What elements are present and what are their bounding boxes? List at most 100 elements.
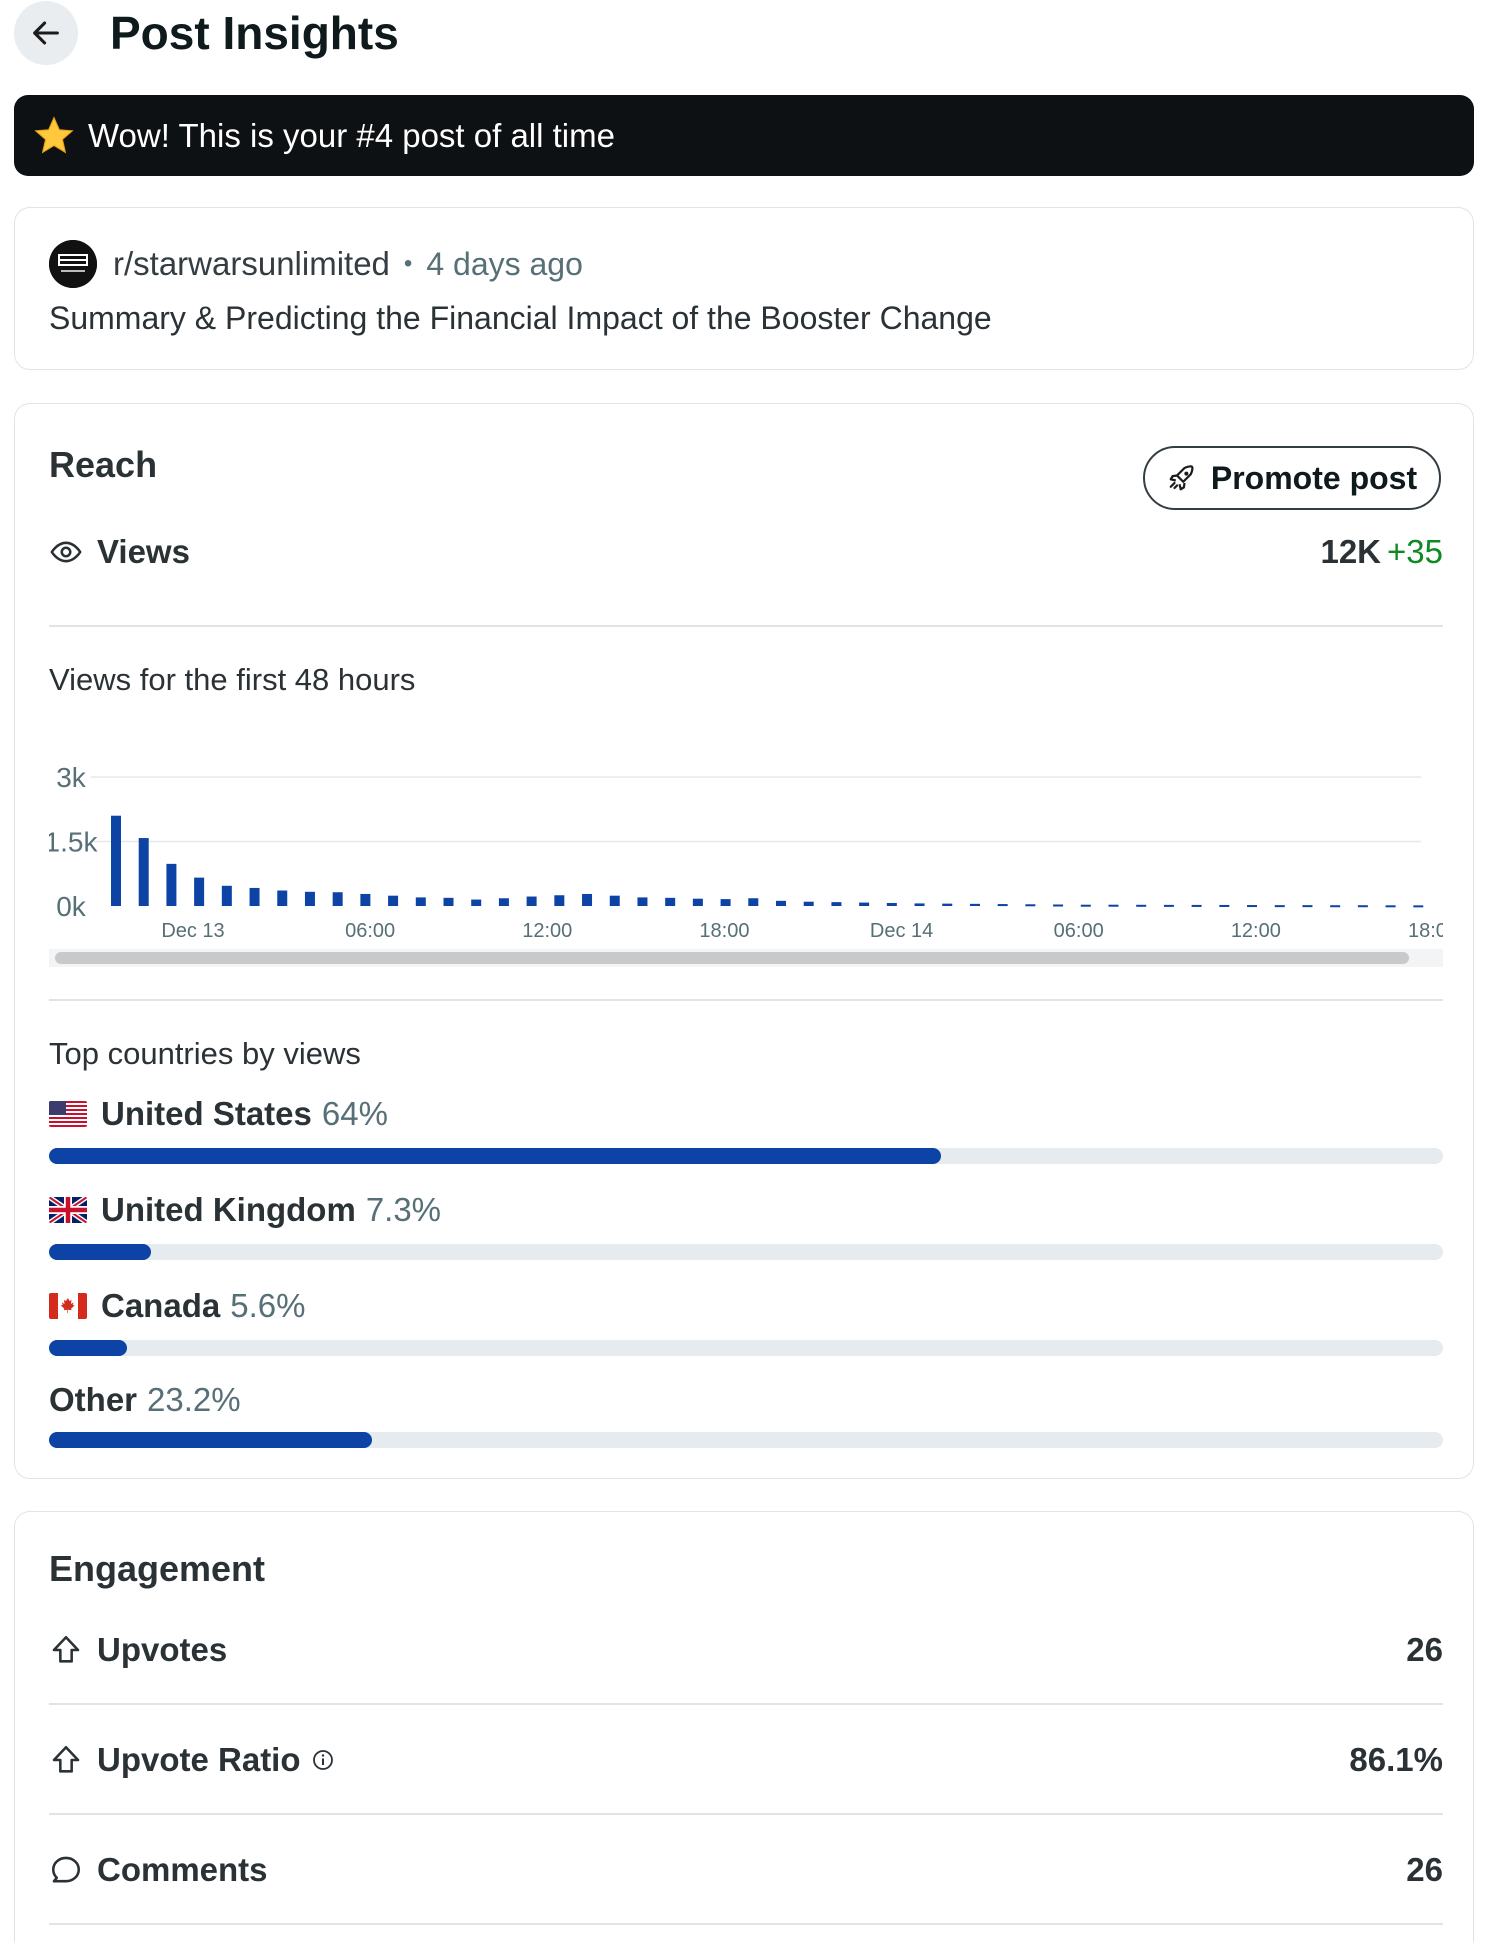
post-card[interactable]: r/starwarsunlimited • 4 days ago Summary… <box>14 207 1474 370</box>
header: Post Insights <box>14 0 1474 66</box>
chart-bar <box>1163 904 1174 907</box>
chart-bar <box>665 897 676 906</box>
country-bar <box>49 1340 1443 1356</box>
subreddit-name[interactable]: r/starwarsunlimited <box>113 245 390 282</box>
divider <box>49 1923 1443 1925</box>
country-bar <box>49 1432 1443 1448</box>
chart-bar <box>609 895 620 906</box>
chart-bar <box>249 887 260 906</box>
engagement-title: Engagement <box>49 1548 266 1589</box>
divider <box>49 1813 1443 1815</box>
post-time: 4 days ago <box>426 245 583 282</box>
country-row-other: Other 23.2% <box>49 1380 1443 1448</box>
meta-separator: • <box>403 250 413 277</box>
chart-y-tick-label: 0k <box>56 891 87 922</box>
chart-bar <box>332 892 343 906</box>
chart-bar <box>498 898 509 906</box>
chart-bar <box>388 895 399 906</box>
chart-bar <box>221 885 232 906</box>
chart-bar <box>415 897 426 906</box>
upvote-ratio-value: 86.1% <box>1349 1741 1443 1778</box>
chart-bar <box>1357 905 1368 908</box>
country-bar-fill <box>49 1340 128 1356</box>
banner-text: Wow! This is your #4 post of all time <box>88 116 615 154</box>
chart-bar <box>138 838 149 906</box>
canada-flag-icon <box>49 1293 87 1319</box>
chart-bar <box>1274 905 1285 908</box>
chart-bar <box>776 900 786 906</box>
upvote-icon <box>49 1743 83 1777</box>
rocket-icon <box>1169 465 1194 491</box>
post-title[interactable]: Summary & Predicting the Financial Impac… <box>49 300 992 336</box>
upvote-icon <box>49 1633 83 1667</box>
chart-bar <box>859 902 870 906</box>
chart-bar <box>166 863 177 906</box>
chart-bar <box>360 893 371 906</box>
upvotes-value: 26 <box>1406 1631 1443 1668</box>
chart-bar <box>692 898 703 906</box>
chart-bar <box>914 903 925 906</box>
chart-bar <box>886 902 897 906</box>
page-title: Post Insights <box>110 7 399 59</box>
views-label: Views <box>97 533 190 570</box>
reach-card: Reach Promote post Views 12K +35 Views fo… <box>14 403 1474 1479</box>
chart-bar <box>1108 904 1119 907</box>
chart-bar <box>1330 905 1341 908</box>
country-row-united-states: United States 64% <box>49 1094 1443 1164</box>
chart-bar <box>526 896 537 906</box>
chart-x-tick-label: 12:00 <box>1231 920 1281 942</box>
divider <box>49 625 1443 627</box>
chart-bar <box>1136 904 1147 907</box>
chart-bar <box>1219 904 1230 907</box>
chart-x-tick-label: 06:00 <box>1054 920 1104 942</box>
views-total: 12K <box>1320 533 1382 570</box>
chart-x-tick-label: 18:00 <box>1408 920 1443 942</box>
star-icon <box>34 115 74 153</box>
chart-bar <box>1247 905 1258 908</box>
chart-bar <box>1080 904 1091 907</box>
engagement-card: Engagement Upvotes 26 Upvote Ratio 86.1% <box>14 1511 1474 1942</box>
chart-bar <box>1191 904 1202 907</box>
chart-bar <box>969 903 980 906</box>
chart-bar <box>582 893 593 906</box>
eye-icon <box>49 535 83 569</box>
chart-bar <box>1302 905 1313 908</box>
chart-x-tick-label: Dec 13 <box>161 920 224 942</box>
chart-bar <box>803 901 814 906</box>
chart-bar <box>942 903 953 906</box>
views-value: 12K +35 <box>1320 533 1443 571</box>
chart-bar <box>554 895 565 906</box>
info-icon[interactable] <box>311 1748 335 1772</box>
comments-row: Comments 26 <box>49 1840 1443 1900</box>
country-percent: 23.2% <box>147 1381 241 1418</box>
chart-scrollbar-thumb <box>55 952 1409 964</box>
comments-label: Comments <box>97 1851 268 1888</box>
chart-bar <box>831 902 842 906</box>
chart-bar <box>1385 905 1396 908</box>
comments-value: 26 <box>1406 1851 1443 1888</box>
country-bar-fill <box>49 1244 151 1260</box>
chart-bar <box>997 904 1008 907</box>
views-chart[interactable]: 3k 1.5k 0k Dec 13 06:00 12:00 18:00 Dec 14 06:00… <box>49 749 1443 969</box>
promote-post-label: Promote post <box>1210 459 1418 496</box>
chart-bar <box>443 897 454 906</box>
views-delta: +35 <box>1387 533 1443 570</box>
back-button[interactable] <box>14 1 78 65</box>
country-percent: 64% <box>321 1095 388 1132</box>
chart-bar <box>111 815 121 906</box>
country-bar <box>49 1244 1443 1260</box>
upvote-ratio-row: Upvote Ratio 86.1% <box>49 1730 1443 1790</box>
subreddit-avatar <box>49 240 97 288</box>
chart-bar <box>1025 904 1036 907</box>
chart-bar <box>637 897 648 906</box>
chart-y-tick-label: 3k <box>56 762 87 793</box>
country-percent: 5.6% <box>230 1287 306 1324</box>
post-meta: r/starwarsunlimited • 4 days ago <box>49 240 583 288</box>
uk-flag-icon <box>49 1197 87 1223</box>
divider <box>49 1703 1443 1705</box>
chart-caption: Views for the first 48 hours <box>49 662 416 697</box>
chart-bar <box>1413 905 1424 908</box>
promote-post-button[interactable]: Promote post <box>1143 446 1441 510</box>
chart-x-tick-label: Dec 14 <box>870 920 933 942</box>
views-chart-svg: 3k 1.5k 0k Dec 13 06:00 12:00 18:00 Dec 14 06:00… <box>49 762 1443 967</box>
